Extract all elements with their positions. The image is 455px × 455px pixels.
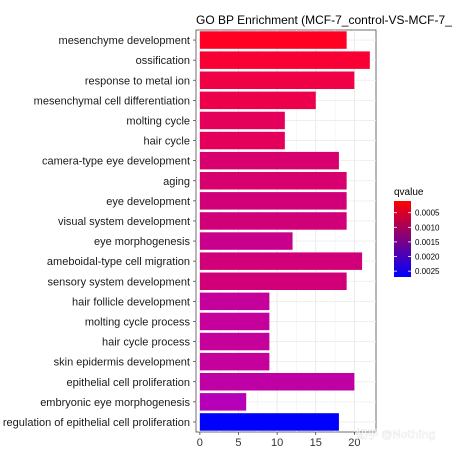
category-label: mesenchymal cell differentiation bbox=[34, 95, 190, 107]
bar bbox=[199, 91, 316, 110]
bar bbox=[199, 352, 270, 371]
legend-title: qvalue bbox=[394, 187, 424, 198]
category-label: aging bbox=[163, 176, 190, 188]
category-label: skin epidermis development bbox=[54, 357, 190, 369]
bar bbox=[199, 232, 293, 250]
category-label: hair cycle process bbox=[102, 337, 191, 349]
legend-tick-label: 0.0005 bbox=[415, 209, 440, 218]
category-label: eye development bbox=[106, 196, 190, 208]
category-label: regulation of epithelial cell proliferat… bbox=[3, 417, 190, 429]
category-label: embryonic eye morphogenesis bbox=[40, 397, 190, 409]
bar bbox=[199, 172, 347, 190]
bar bbox=[199, 71, 355, 89]
watermark-text: 知乎 @Nothing bbox=[356, 427, 436, 441]
bar bbox=[199, 131, 285, 150]
bar bbox=[199, 292, 270, 311]
bar bbox=[199, 373, 355, 391]
legend-tick-label: 0.0015 bbox=[415, 238, 440, 247]
bar bbox=[199, 393, 247, 411]
x-tick-label: 10 bbox=[271, 437, 283, 449]
x-tick-label: 20 bbox=[348, 437, 360, 449]
x-tick-label: 0 bbox=[197, 437, 203, 449]
category-label: molting cycle process bbox=[85, 316, 191, 328]
bar bbox=[199, 31, 347, 49]
legend-tick-label: 0.0010 bbox=[415, 223, 440, 232]
bar bbox=[199, 212, 347, 230]
category-label: mesenchyme development bbox=[59, 35, 190, 47]
category-label: eye morphogenesis bbox=[94, 236, 191, 248]
bars bbox=[199, 31, 370, 431]
bar bbox=[199, 192, 347, 210]
category-labels: mesenchyme development ossification respon… bbox=[3, 35, 196, 429]
category-label: hair follicle development bbox=[72, 296, 190, 308]
category-label: camera-type eye development bbox=[42, 156, 190, 168]
bar bbox=[199, 151, 339, 170]
bar bbox=[199, 332, 270, 351]
category-label: molting cycle bbox=[126, 115, 190, 127]
plot-panel bbox=[195, 29, 377, 433]
category-label: hair cycle bbox=[144, 136, 190, 148]
category-label: ameboidal-type cell migration bbox=[47, 256, 190, 268]
qvalue-legend: qvalue 0.0005 0.0010 0.0015 0.0020 0.0025 bbox=[394, 187, 440, 277]
bar bbox=[199, 51, 370, 69]
chart-title: GO BP Enrichment (MCF-7_control-VS-MCF-7… bbox=[196, 13, 452, 27]
bar bbox=[199, 252, 363, 270]
category-label: visual system development bbox=[58, 216, 190, 228]
legend-colorbar bbox=[394, 201, 411, 277]
category-label: epithelial cell proliferation bbox=[66, 377, 190, 389]
bar bbox=[199, 413, 339, 431]
category-label: ossification bbox=[136, 55, 190, 67]
legend-tick-label: 0.0025 bbox=[415, 267, 440, 276]
bar bbox=[199, 272, 347, 290]
legend-tick-label: 0.0020 bbox=[415, 253, 440, 262]
category-label: response to metal ion bbox=[85, 75, 190, 87]
x-tick-label: 15 bbox=[310, 437, 322, 449]
x-tick-label: 5 bbox=[235, 437, 241, 449]
legend-ticks: 0.0005 0.0010 0.0015 0.0020 0.0025 bbox=[394, 209, 440, 276]
bar bbox=[199, 312, 270, 331]
x-axis: 0 5 10 15 20 bbox=[197, 432, 360, 449]
bar bbox=[199, 111, 285, 130]
category-label: sensory system development bbox=[48, 276, 190, 288]
